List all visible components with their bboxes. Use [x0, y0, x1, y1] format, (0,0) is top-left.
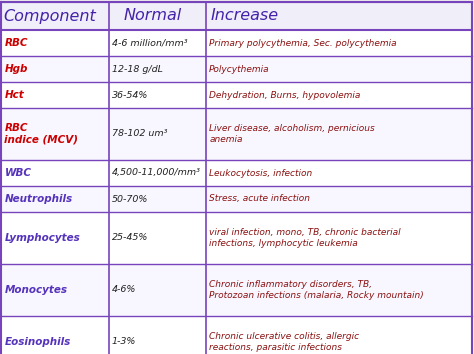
Bar — [1, 212, 472, 264]
Text: viral infection, mono, TB, chronic bacterial
infections, lymphocytic leukemia: viral infection, mono, TB, chronic bacte… — [209, 228, 401, 248]
Bar — [1, 160, 472, 186]
Bar — [1, 186, 472, 212]
Text: Primary polycythemia, Sec. polycythemia: Primary polycythemia, Sec. polycythemia — [209, 39, 397, 47]
Text: Monocytes: Monocytes — [4, 285, 67, 295]
Text: WBC: WBC — [4, 168, 31, 178]
Text: RBC
indice (MCV): RBC indice (MCV) — [4, 123, 78, 145]
Text: Component: Component — [3, 8, 96, 23]
Text: 1-3%: 1-3% — [112, 337, 137, 347]
Bar — [1, 30, 472, 56]
Text: RBC: RBC — [4, 38, 28, 48]
Text: Chronic inflammatory disorders, TB,
Protozoan infections (malaria, Rocky mountai: Chronic inflammatory disorders, TB, Prot… — [209, 280, 424, 300]
Text: 4-6%: 4-6% — [112, 285, 137, 295]
Text: Increase: Increase — [210, 8, 278, 23]
Bar — [1, 316, 472, 354]
Text: Stress, acute infection: Stress, acute infection — [209, 194, 310, 204]
Bar — [1, 2, 472, 30]
Bar — [1, 56, 472, 82]
Text: Normal: Normal — [124, 8, 182, 23]
Text: 4-6 million/mm³: 4-6 million/mm³ — [112, 39, 188, 47]
Text: 4,500-11,000/mm³: 4,500-11,000/mm³ — [112, 169, 201, 177]
Text: 36-54%: 36-54% — [112, 91, 148, 99]
Text: Hgb: Hgb — [4, 64, 28, 74]
Text: Hct: Hct — [4, 90, 24, 100]
Text: Eosinophils: Eosinophils — [4, 337, 71, 347]
Text: 12-18 g/dL: 12-18 g/dL — [112, 64, 163, 74]
Text: Polycythemia: Polycythemia — [209, 64, 270, 74]
Bar — [1, 264, 472, 316]
Text: Chronic ulcerative colitis, allergic
reactions, parasitic infections: Chronic ulcerative colitis, allergic rea… — [209, 332, 359, 352]
Text: Liver disease, alcoholism, pernicious
anemia: Liver disease, alcoholism, pernicious an… — [209, 124, 375, 144]
Text: 50-70%: 50-70% — [112, 194, 148, 204]
Bar — [1, 108, 472, 160]
Text: 25-45%: 25-45% — [112, 234, 148, 242]
Text: Lymphocytes: Lymphocytes — [4, 233, 80, 243]
Text: Neutrophils: Neutrophils — [4, 194, 73, 204]
Text: 78-102 um³: 78-102 um³ — [112, 130, 167, 138]
Text: Dehydration, Burns, hypovolemia: Dehydration, Burns, hypovolemia — [209, 91, 361, 99]
Bar — [1, 82, 472, 108]
Text: Leukocytosis, infection: Leukocytosis, infection — [209, 169, 312, 177]
